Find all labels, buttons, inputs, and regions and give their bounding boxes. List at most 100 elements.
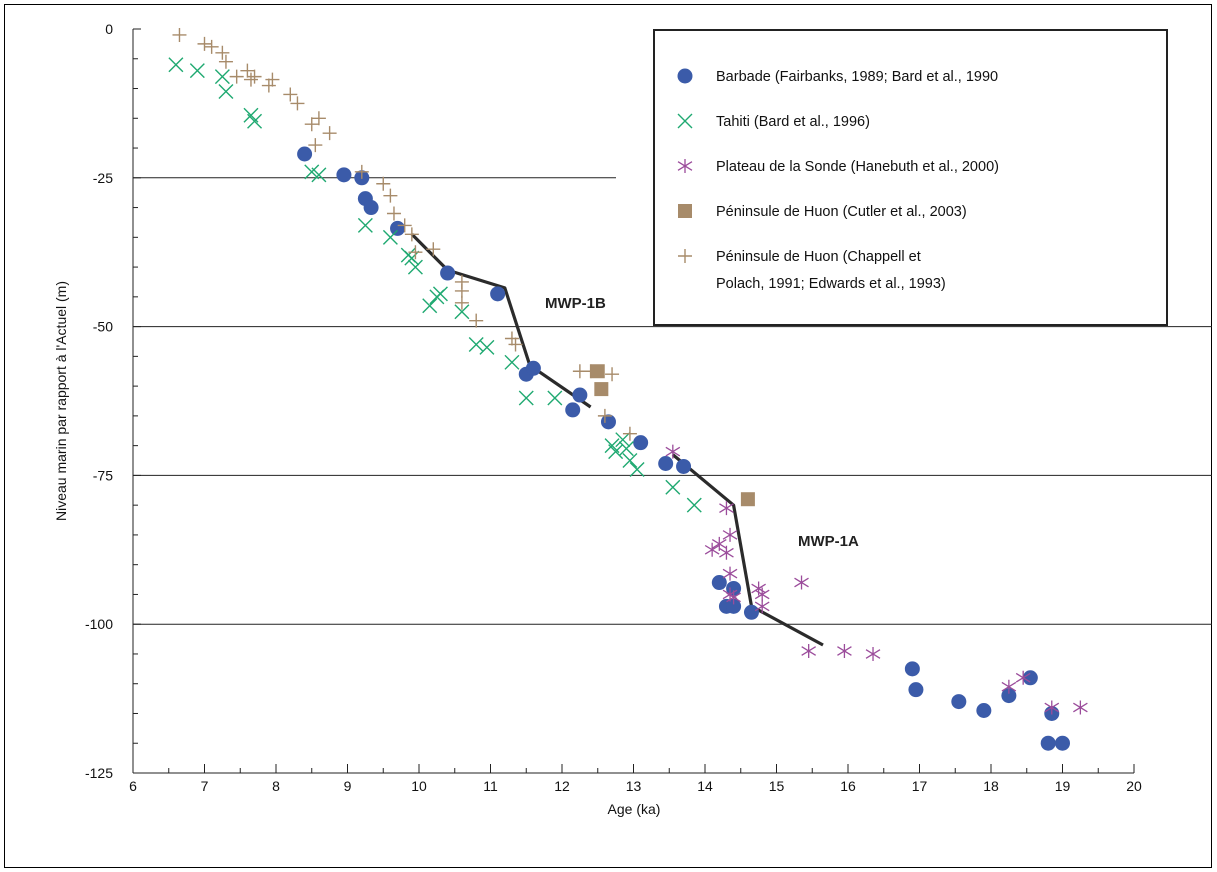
legend-label-huon_chappell: Polach, 1991; Edwards et al., 1993) [716, 276, 946, 292]
point-huon_chappell [376, 176, 391, 191]
point-huon_chappell [454, 283, 469, 298]
point-barbade [565, 402, 581, 418]
point-huon_cutler [594, 382, 609, 397]
point-tahiti [504, 354, 520, 370]
legend-marker-tahiti [677, 113, 693, 129]
point-barbade [525, 360, 541, 376]
x-tick-label: 16 [840, 778, 856, 794]
y-tick-label: 0 [105, 21, 113, 37]
point-tahiti [189, 63, 205, 79]
point-huon_chappell [247, 69, 262, 84]
point-barbade [572, 387, 588, 403]
trend-lines [410, 233, 824, 647]
point-sonde [801, 643, 817, 658]
legend-box [653, 29, 1168, 326]
point-sonde [711, 536, 727, 551]
point-sonde [1044, 700, 1060, 715]
point-tahiti [622, 453, 638, 469]
x-tick-label: 14 [697, 778, 713, 794]
point-barbade [336, 167, 352, 183]
point-huon_chappell [404, 227, 419, 242]
x-tick-label: 12 [554, 778, 570, 794]
point-sonde [1015, 670, 1031, 685]
point-tahiti [686, 497, 702, 513]
point-tahiti [407, 259, 423, 275]
point-sonde [722, 527, 738, 542]
point-barbade [658, 455, 674, 471]
point-huon_chappell [386, 206, 401, 221]
point-tahiti [618, 441, 634, 457]
y-tick-label: -100 [85, 616, 113, 632]
legend: Barbade (Fairbanks, 1989; Bard et al., 1… [653, 29, 1168, 326]
point-tahiti [615, 432, 631, 448]
point-huon_chappell [261, 78, 276, 93]
point-huon_chappell [622, 426, 637, 441]
point-tahiti [547, 390, 563, 406]
data-points [168, 27, 1088, 751]
point-huon_chappell [308, 138, 323, 153]
point-barbade [490, 286, 506, 302]
point-huon_chappell [383, 188, 398, 203]
x-tick-label: 11 [483, 778, 498, 794]
point-tahiti [311, 167, 327, 183]
point-tahiti [432, 286, 448, 302]
annotation-mwp1b: MWP-1B [545, 295, 606, 312]
point-huon_cutler [590, 364, 605, 379]
point-barbade [633, 435, 649, 451]
point-huon_chappell [322, 126, 337, 141]
point-barbade [743, 604, 759, 620]
point-huon_chappell [215, 45, 230, 60]
point-tahiti [468, 336, 484, 352]
point-sonde [704, 542, 720, 557]
point-barbade [908, 682, 924, 698]
point-barbade [600, 414, 616, 430]
point-barbade [1040, 735, 1056, 751]
point-tahiti [218, 84, 234, 99]
point-huon_chappell [240, 63, 255, 78]
point-barbade [1055, 735, 1070, 751]
legend-label-sonde: Plateau de la Sonde (Hanebuth et al., 20… [716, 159, 999, 175]
point-tahiti [518, 390, 534, 406]
point-barbade [676, 458, 692, 474]
x-tick-label: 10 [411, 778, 427, 794]
figure-frame [4, 4, 1212, 868]
legend-label-huon_cutler: Péninsule de Huon (Cutler et al., 2003) [716, 204, 967, 220]
point-huon_chappell [605, 367, 620, 382]
y-tick-label: -75 [93, 467, 113, 483]
legend-marker-huon_chappell [678, 249, 692, 263]
point-sonde [1001, 679, 1017, 694]
point-sonde [754, 587, 770, 602]
point-sonde [719, 501, 734, 516]
point-huon_chappell [583, 364, 598, 379]
point-barbade [976, 703, 992, 719]
point-huon_chappell [408, 245, 423, 260]
x-tick-label: 9 [344, 778, 352, 794]
point-tahiti [168, 57, 184, 73]
point-barbade [904, 661, 920, 677]
point-huon_chappell [290, 96, 305, 111]
legend-marker-barbade [677, 68, 693, 84]
point-barbade [390, 220, 406, 236]
point-tahiti [357, 217, 373, 233]
y-tick-label: -125 [85, 765, 113, 781]
point-huon_chappell [218, 54, 233, 69]
point-sonde [665, 444, 681, 459]
x-tick-label: 15 [769, 778, 785, 794]
point-huon_chappell [454, 295, 469, 310]
point-barbade [297, 146, 313, 162]
point-tahiti [608, 444, 624, 460]
point-sonde [754, 599, 770, 614]
point-tahiti [214, 69, 230, 85]
point-sonde [722, 566, 738, 581]
legend-marker-huon_cutler [678, 204, 692, 218]
y-tick-label: -25 [93, 170, 113, 186]
point-sonde [1073, 700, 1088, 715]
point-huon_chappell [311, 111, 326, 126]
point-huon_cutler [740, 492, 755, 507]
x-tick-label: 17 [912, 778, 928, 794]
point-barbade [440, 265, 456, 281]
axes: 0 -25 -50 -75 -100 -125 6 7 8 9 10 11 12 13 14 15 16 17 18… [85, 21, 1142, 794]
point-sonde [794, 575, 809, 590]
point-tahiti [479, 339, 495, 355]
